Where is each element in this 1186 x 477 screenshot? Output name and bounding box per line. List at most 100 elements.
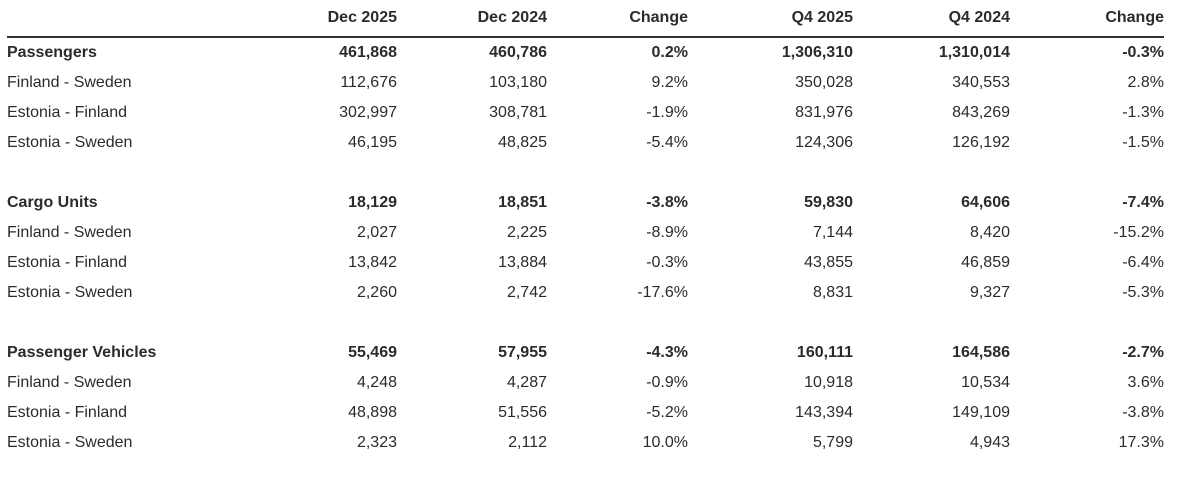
row-label-cell: Passenger Vehicles <box>7 344 157 361</box>
value-cell: 350,028 <box>795 74 853 91</box>
row-label-cell: Estonia - Sweden <box>7 134 133 151</box>
value-cell: 4,287 <box>506 374 547 391</box>
value-cell: 59,830 <box>804 194 853 211</box>
row-label-cell: Finland - Sweden <box>7 224 132 241</box>
header-row-label <box>7 0 297 38</box>
table-row-cargo-units-finland-sweden: Finland - Sweden 2,027 2,225 -8.9% 7,144 8,42… <box>7 218 1164 248</box>
table-row-cargo-units-estonia-finland: Estonia - Finland 13,842 13,884 -0.3% 43,855… <box>7 248 1164 278</box>
value-cell: 302,997 <box>339 104 397 121</box>
value-cell: 55,469 <box>348 344 397 361</box>
value-cell: 9,327 <box>969 284 1010 301</box>
value-cell: 48,898 <box>348 404 397 421</box>
row-label-cell: Estonia - Finland <box>7 404 128 421</box>
value-cell: 103,180 <box>489 74 547 91</box>
value-cell: 9.2% <box>651 74 688 91</box>
value-cell: -2.7% <box>1122 344 1164 361</box>
value-cell: 831,976 <box>795 104 853 121</box>
value-cell: -15.2% <box>1113 224 1164 241</box>
table-body: Passengers 461,868 460,786 0.2% 1,306,310 1,3… <box>7 37 1164 458</box>
header-q4-2024: Q4 2024 <box>853 0 1010 38</box>
value-cell: 18,851 <box>498 194 547 211</box>
value-cell: 0.2% <box>651 44 688 61</box>
header-q4-2025: Q4 2025 <box>688 0 853 38</box>
value-cell: -7.4% <box>1122 194 1164 211</box>
value-cell: 2,027 <box>356 224 397 241</box>
value-cell: 112,676 <box>340 74 397 91</box>
value-cell: -5.4% <box>646 134 688 151</box>
value-cell: 2.8% <box>1127 74 1164 91</box>
spacer-row <box>7 158 1164 188</box>
table-header: Dec 2025 Dec 2024 Change Q4 2025 Q4 2024… <box>7 0 1164 38</box>
value-cell: 46,195 <box>348 134 397 151</box>
value-cell: 10,534 <box>961 374 1010 391</box>
row-label-cell: Estonia - Sweden <box>7 284 133 301</box>
row-label-cell: Estonia - Finland <box>7 254 128 271</box>
row-label-cell: Finland - Sweden <box>7 74 132 91</box>
value-cell: -1.3% <box>1122 104 1164 121</box>
header-change-month: Change <box>547 0 688 38</box>
spacer-row <box>7 308 1164 338</box>
header-dec-2025: Dec 2025 <box>297 0 397 38</box>
value-cell: 461,868 <box>339 44 397 61</box>
value-cell: 46,859 <box>961 254 1010 271</box>
table-row-passengers: Passengers 461,868 460,786 0.2% 1,306,310 1,3… <box>7 37 1164 68</box>
value-cell: -1.5% <box>1122 134 1164 151</box>
value-cell: 4,248 <box>356 374 397 391</box>
table-row-passenger-vehicles-finland-sweden: Finland - Sweden 4,248 4,287 -0.9% 10,918 10,… <box>7 368 1164 398</box>
value-cell: 18,129 <box>348 194 397 211</box>
value-cell: -17.6% <box>637 284 688 301</box>
value-cell: 160,111 <box>796 344 853 361</box>
value-cell: 8,420 <box>969 224 1010 241</box>
row-label-cell: Estonia - Finland <box>7 104 128 121</box>
value-cell: 460,786 <box>489 44 547 61</box>
value-cell: 5,799 <box>812 434 853 451</box>
table-row-cargo-units-estonia-sweden: Estonia - Sweden 2,260 2,742 -17.6% 8,831 9,3… <box>7 278 1164 308</box>
value-cell: -0.3% <box>1122 44 1164 61</box>
value-cell: -3.8% <box>646 194 688 211</box>
value-cell: 64,606 <box>961 194 1010 211</box>
table-row-cargo-units: Cargo Units 18,129 18,851 -3.8% 59,830 64,606… <box>7 188 1164 218</box>
value-cell: 10,918 <box>804 374 853 391</box>
spacer-cell <box>7 158 1164 188</box>
value-cell: 340,553 <box>952 74 1010 91</box>
table-row-passenger-vehicles-estonia-finland: Estonia - Finland 48,898 51,556 -5.2% 143,39… <box>7 398 1164 428</box>
spacer-cell <box>7 308 1164 338</box>
table-row-passengers-finland-sweden: Finland - Sweden 112,676 103,180 9.2% 350,02… <box>7 68 1164 98</box>
value-cell: 51,556 <box>498 404 547 421</box>
value-cell: 8,831 <box>812 284 853 301</box>
value-cell: -8.9% <box>646 224 688 241</box>
value-cell: 2,260 <box>356 284 397 301</box>
table-row-passengers-estonia-sweden: Estonia - Sweden 46,195 48,825 -5.4% 124,306… <box>7 128 1164 158</box>
table-row-passengers-estonia-finland: Estonia - Finland 302,997 308,781 -1.9% 831,… <box>7 98 1164 128</box>
header-dec-2024: Dec 2024 <box>397 0 547 38</box>
table-row-passenger-vehicles: Passenger Vehicles 55,469 57,955 -4.3% 160,1… <box>7 338 1164 368</box>
value-cell: -6.4% <box>1122 254 1164 271</box>
value-cell: 7,144 <box>812 224 853 241</box>
value-cell: 2,323 <box>356 434 397 451</box>
value-cell: -1.9% <box>646 104 688 121</box>
value-cell: 1,306,310 <box>781 44 853 61</box>
value-cell: 308,781 <box>489 104 547 121</box>
value-cell: 124,306 <box>795 134 853 151</box>
value-cell: 126,192 <box>952 134 1010 151</box>
value-cell: 13,884 <box>498 254 547 271</box>
value-cell: 149,109 <box>952 404 1010 421</box>
value-cell: 17.3% <box>1118 434 1164 451</box>
row-label-cell: Passengers <box>7 44 97 61</box>
value-cell: 143,394 <box>795 404 853 421</box>
value-cell: -0.3% <box>646 254 688 271</box>
value-cell: 57,955 <box>498 344 547 361</box>
table-row-passenger-vehicles-estonia-sweden: Estonia - Sweden 2,323 2,112 10.0% 5,799 4,94… <box>7 428 1164 458</box>
value-cell: -5.2% <box>646 404 688 421</box>
value-cell: 10.0% <box>642 434 688 451</box>
value-cell: 2,112 <box>508 434 547 451</box>
value-cell: 2,225 <box>506 224 547 241</box>
value-cell: -4.3% <box>646 344 688 361</box>
value-cell: 164,586 <box>952 344 1010 361</box>
value-cell: -0.9% <box>646 374 688 391</box>
value-cell: 1,310,014 <box>938 44 1010 61</box>
header-change-quarter: Change <box>1010 0 1164 38</box>
value-cell: 2,742 <box>506 284 547 301</box>
value-cell: 843,269 <box>952 104 1010 121</box>
value-cell: -3.8% <box>1122 404 1164 421</box>
